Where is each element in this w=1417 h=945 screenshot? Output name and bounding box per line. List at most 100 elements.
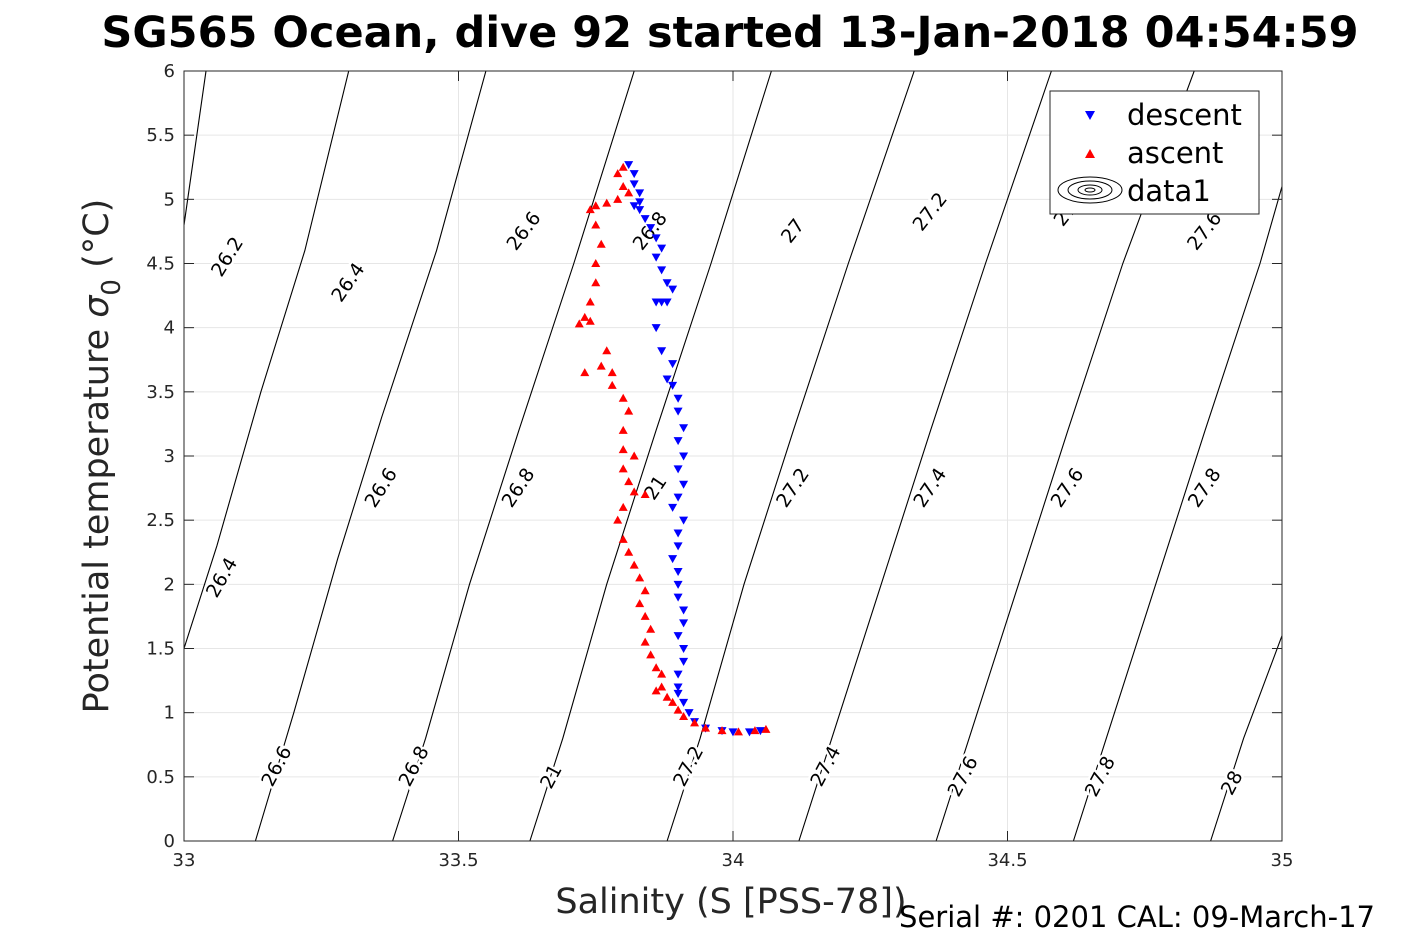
ascent-point [585,205,595,214]
descent-point [640,215,650,224]
descent-point [673,529,683,538]
ascent-point [580,312,590,321]
descent-point [679,619,689,628]
descent-point [673,683,683,692]
descent-point [673,465,683,474]
y-axis-label-sigma: σ [77,294,117,318]
x-tick-label: 34 [722,850,745,871]
contour-line-28 [1210,635,1282,841]
ascent-point [635,599,645,608]
ascent-point [635,573,645,582]
descent-point [668,381,678,390]
ascent-point [651,663,661,672]
ascent-point [624,406,634,415]
contour-line-26.4 [184,71,350,649]
descent-point [651,298,661,307]
ascent-point [618,464,628,473]
descent-point [662,298,672,307]
density-contours [184,71,1282,841]
descent-point [673,593,683,602]
ascent-point [591,259,601,267]
ascent-point [585,297,595,306]
ascent-point [618,162,628,171]
descent-point [673,493,683,502]
descent-point [679,657,689,666]
contour-line-26.6 [254,71,487,841]
descent-point [679,516,689,525]
ascent-point [613,194,623,203]
descent-point [744,728,754,737]
descent-point [668,360,678,369]
contour-line-27.8 [1072,186,1282,841]
contour-line-27.6 [935,71,1195,841]
ascent-point [613,169,623,178]
descent-point [662,279,672,288]
ascent-point [596,239,606,248]
ascent-point [668,697,678,706]
y-tick-label: 4.5 [146,254,175,275]
ascent-point [607,380,617,389]
descent-point [629,170,639,179]
descent-point [728,728,738,737]
ascent-point [618,502,628,511]
ascent-point [591,201,601,210]
y-tick-label: 1 [164,703,175,724]
ascent-point [629,560,639,569]
descent-point [651,324,661,333]
y-tick-label: 5 [164,189,175,210]
descent-point [657,347,667,356]
ascent-point [640,611,650,620]
chart-title: SG565 Ocean, dive 92 started 13-Jan-2018… [101,8,1358,58]
descent-point [673,568,683,576]
y-tick-label: 2 [164,574,175,595]
grid-lines [183,70,1283,842]
descent-point [679,480,689,489]
ascent-point [618,534,628,543]
ascent-point [679,712,689,721]
ascent-point [591,220,601,229]
descent-point [673,542,683,551]
descent-point [673,394,683,403]
descent-point [673,632,683,641]
ascent-point [602,346,612,355]
descent-point [673,670,683,679]
descent-point [646,224,656,233]
descent-point [673,580,683,589]
descent-point [679,645,689,653]
ascent-point [624,188,634,197]
ascent-point [733,727,743,736]
descent-point [651,253,661,262]
ascent-point [662,692,672,701]
ascent-point [640,637,650,646]
ascent-point [690,718,700,727]
contour-line-27.2 [666,71,915,841]
ascent-point [618,182,628,190]
ascent-point [629,451,639,460]
x-axis-label: Salinity (S [PSS-78]) [555,882,906,922]
descent-point [679,698,689,707]
x-tick-label: 34.5 [987,850,1027,871]
descent-point [629,202,639,211]
y-axis-label: Potential temperature σ0 (°C) [77,199,127,714]
descent-point [629,180,639,189]
ascent-point [618,393,628,402]
data-points [574,161,771,737]
descent-point [679,424,689,433]
y-tick-label: 2.5 [146,510,175,531]
contour-line-26.8 [392,71,635,841]
descent-point [668,503,678,512]
ascent-point [750,726,760,735]
descent-point [668,555,678,564]
ascent-point [585,316,595,325]
y-tick-label: 0 [164,831,175,852]
descent-point [657,266,667,275]
ascent-point [613,515,623,524]
ascent-point [657,669,667,678]
ascent-point [651,686,661,695]
legend-data1-label: data1 [1127,174,1211,208]
ascent-point [624,547,634,556]
ascent-point [574,319,584,328]
x-axis-ticks: 33 33.5 34 34.5 35 [173,71,1293,871]
legend-ascent-label: ascent [1127,136,1223,170]
